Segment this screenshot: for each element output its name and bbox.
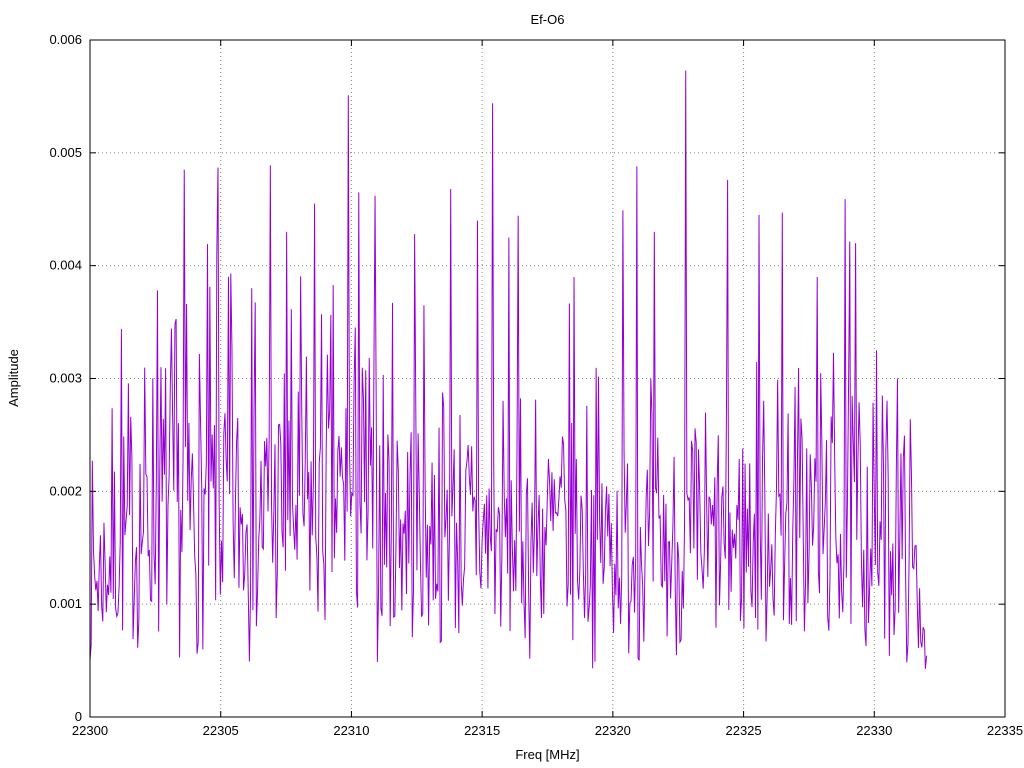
y-tick-label: 0.005 xyxy=(49,145,82,160)
y-tick-label: 0.003 xyxy=(49,371,82,386)
chart-title: Ef-O6 xyxy=(530,12,565,27)
y-tick-label: 0.001 xyxy=(49,596,82,611)
data-series xyxy=(89,70,928,669)
x-tick-label: 22330 xyxy=(856,723,892,738)
y-tick-label: 0.002 xyxy=(49,483,82,498)
x-tick-label: 22325 xyxy=(725,723,761,738)
x-tick-label: 22320 xyxy=(595,723,631,738)
x-axis-label: Freq [MHz] xyxy=(515,747,580,762)
y-tick-label: 0.004 xyxy=(49,258,82,273)
x-tick-label: 22305 xyxy=(203,723,239,738)
y-tick-label: 0 xyxy=(75,709,82,724)
x-tick-label: 22315 xyxy=(464,723,500,738)
plot-border xyxy=(89,39,1006,718)
x-tick-label: 22300 xyxy=(72,723,108,738)
y-axis-label: Amplitude xyxy=(6,349,21,407)
x-tick-label: 22310 xyxy=(333,723,369,738)
y-tick-label: 0.006 xyxy=(49,32,82,47)
x-tick-label: 22335 xyxy=(987,723,1023,738)
